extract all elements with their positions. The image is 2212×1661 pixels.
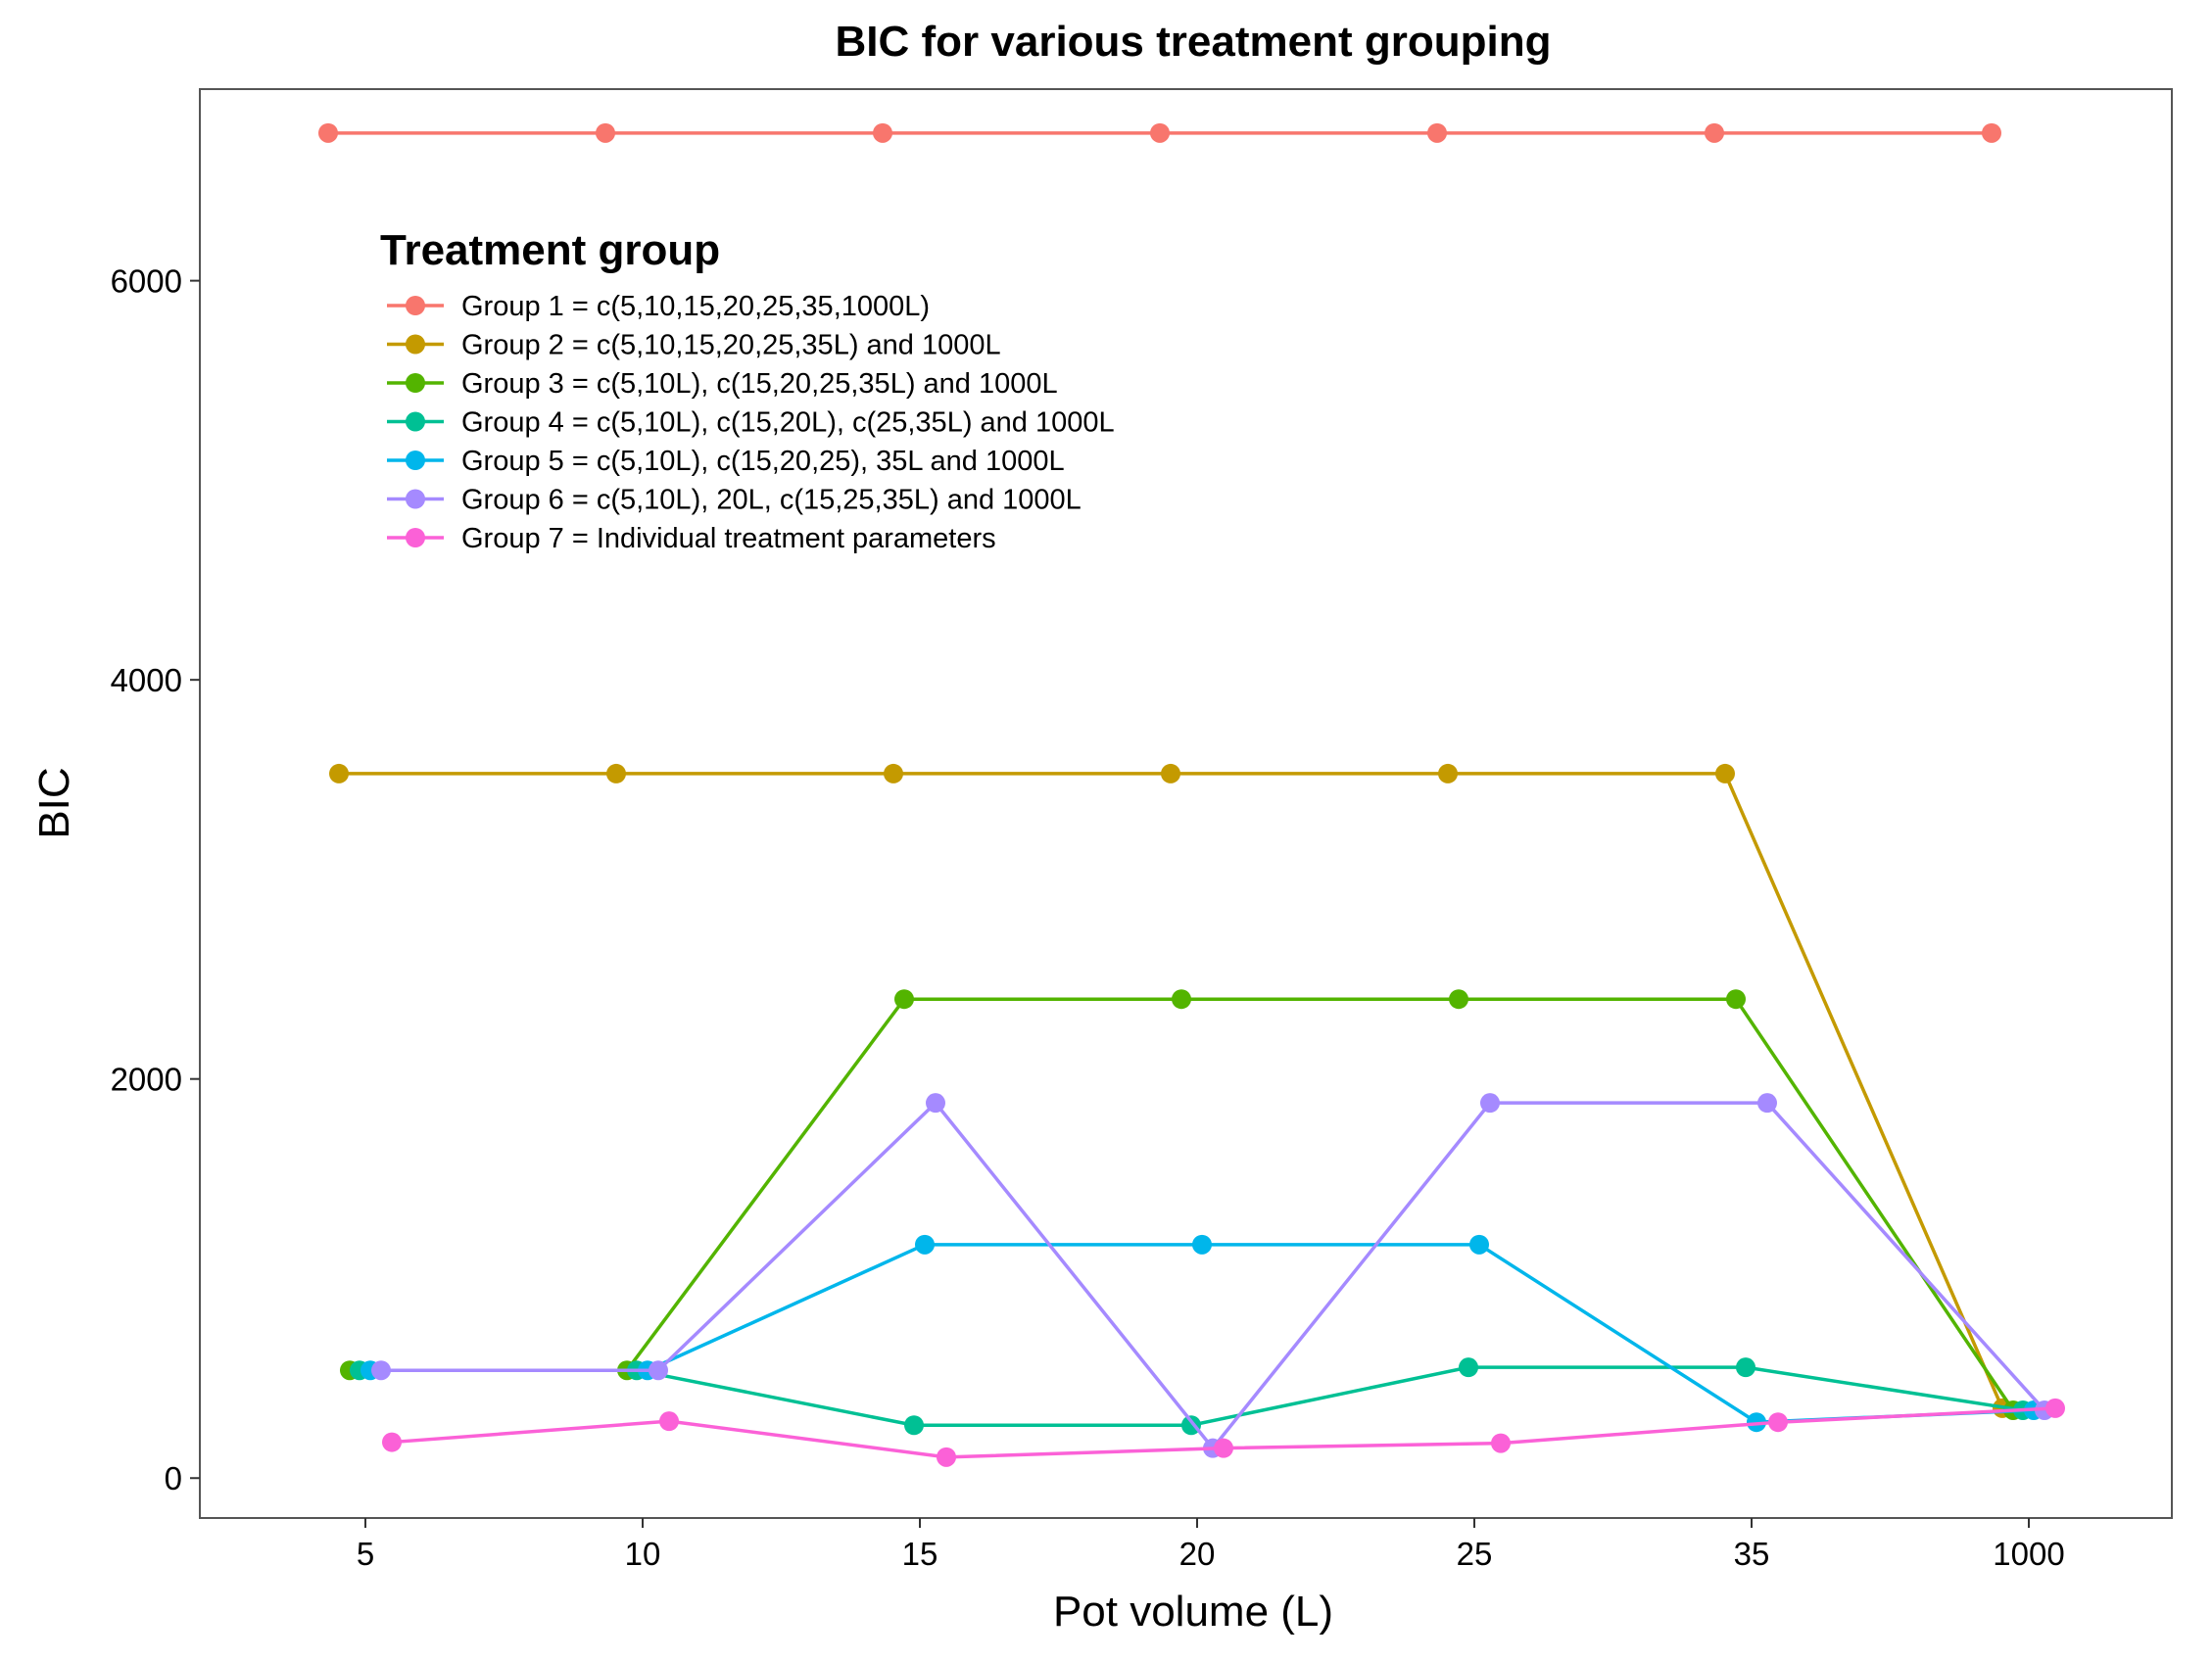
legend-title: Treatment group <box>380 226 720 274</box>
data-point <box>1768 1412 1788 1433</box>
legend-key-point <box>406 373 425 393</box>
legend-label: Group 6 = c(5,10L), 20L, c(15,25,35L) an… <box>461 485 1082 516</box>
data-point <box>1469 1234 1489 1255</box>
data-point <box>596 122 615 143</box>
legend-item: Group 6 = c(5,10L), 20L, c(15,25,35L) an… <box>387 485 1082 516</box>
y-tick-label: 6000 <box>111 263 182 300</box>
y-tick-label: 0 <box>165 1460 182 1496</box>
data-point <box>382 1432 402 1452</box>
data-point <box>1172 989 1191 1010</box>
legend-key-point <box>406 334 425 355</box>
data-point <box>915 1234 935 1255</box>
y-axis: 0 2000 4000 6000 <box>111 263 200 1496</box>
data-point <box>1982 122 2001 143</box>
data-point <box>1715 763 1735 783</box>
y-axis-label: BIC <box>30 767 78 838</box>
x-axis: 5 10 15 20 25 35 1000 <box>357 1518 2065 1572</box>
data-point <box>1480 1093 1500 1114</box>
legend-item: Group 1 = c(5,10,15,20,25,35,1000L) <box>387 291 930 322</box>
data-point <box>873 122 892 143</box>
x-tick-label: 35 <box>1734 1536 1770 1572</box>
legend-label: Group 1 = c(5,10,15,20,25,35,1000L) <box>461 291 930 322</box>
plot-panel <box>199 88 2173 1519</box>
data-point <box>2045 1398 2065 1418</box>
series-1 <box>318 122 2001 143</box>
data-point <box>606 763 626 783</box>
legend-key-point <box>406 296 425 315</box>
legend-item: Group 7 = Individual treatment parameter… <box>387 523 996 554</box>
data-point <box>659 1411 679 1432</box>
data-point <box>1192 1234 1212 1255</box>
legend-item: Group 3 = c(5,10L), c(15,20,25,35L) and … <box>387 368 1058 400</box>
data-point <box>1449 989 1468 1010</box>
x-tick-label: 15 <box>902 1536 938 1572</box>
series-7 <box>382 1398 2065 1467</box>
data-point <box>1214 1438 1233 1458</box>
data-point <box>1705 122 1724 143</box>
data-point <box>1459 1357 1478 1378</box>
y-tick-label: 2000 <box>111 1062 182 1098</box>
legend-item: Group 5 = c(5,10L), c(15,20,25), 35L and… <box>387 446 1065 477</box>
legend-label: Group 2 = c(5,10,15,20,25,35L) and 1000L <box>461 330 1001 361</box>
data-point <box>318 122 338 143</box>
legend-key-point <box>406 489 425 509</box>
chart-title: BIC for various treatment grouping <box>836 18 1552 66</box>
legend-label: Group 7 = Individual treatment parameter… <box>461 523 996 554</box>
data-point <box>904 1415 924 1436</box>
data-point <box>329 763 349 783</box>
data-point <box>1161 763 1180 783</box>
legend-item: Group 2 = c(5,10,15,20,25,35L) and 1000L <box>387 330 1001 361</box>
legend-key-point <box>406 411 425 432</box>
data-point <box>1150 122 1170 143</box>
x-tick-label: 10 <box>625 1536 661 1572</box>
data-point <box>894 989 914 1010</box>
x-axis-label: Pot volume (L) <box>1053 1588 1333 1636</box>
legend-label: Group 5 = c(5,10L), c(15,20,25), 35L and… <box>461 446 1065 477</box>
x-tick-label: 20 <box>1179 1536 1216 1572</box>
series-2 <box>329 763 2012 1418</box>
data-point <box>937 1447 956 1467</box>
data-point <box>884 763 903 783</box>
legend-key-point <box>406 451 425 470</box>
data-point <box>649 1360 668 1381</box>
legend-key-point <box>406 528 425 547</box>
data-point <box>371 1360 391 1381</box>
x-tick-label: 1000 <box>1993 1536 2064 1572</box>
legend: Treatment group Group 1 = c(5,10,15,20,2… <box>380 226 1115 554</box>
legend-item: Group 4 = c(5,10L), c(15,20L), c(25,35L)… <box>387 407 1115 439</box>
data-point <box>1427 122 1447 143</box>
y-tick-label: 4000 <box>111 662 182 698</box>
x-tick-label: 5 <box>357 1536 374 1572</box>
data-point <box>1736 1357 1755 1378</box>
series-layer <box>318 122 2065 1467</box>
legend-label: Group 3 = c(5,10L), c(15,20,25,35L) and … <box>461 368 1058 400</box>
data-point <box>1726 989 1746 1010</box>
data-point <box>1438 763 1458 783</box>
data-point <box>926 1093 945 1114</box>
data-point <box>1757 1093 1777 1114</box>
legend-label: Group 4 = c(5,10L), c(15,20L), c(25,35L)… <box>461 407 1115 439</box>
data-point <box>1491 1433 1511 1453</box>
x-tick-label: 25 <box>1457 1536 1493 1572</box>
legend-items: Group 1 = c(5,10,15,20,25,35,1000L) Group… <box>387 291 1115 554</box>
